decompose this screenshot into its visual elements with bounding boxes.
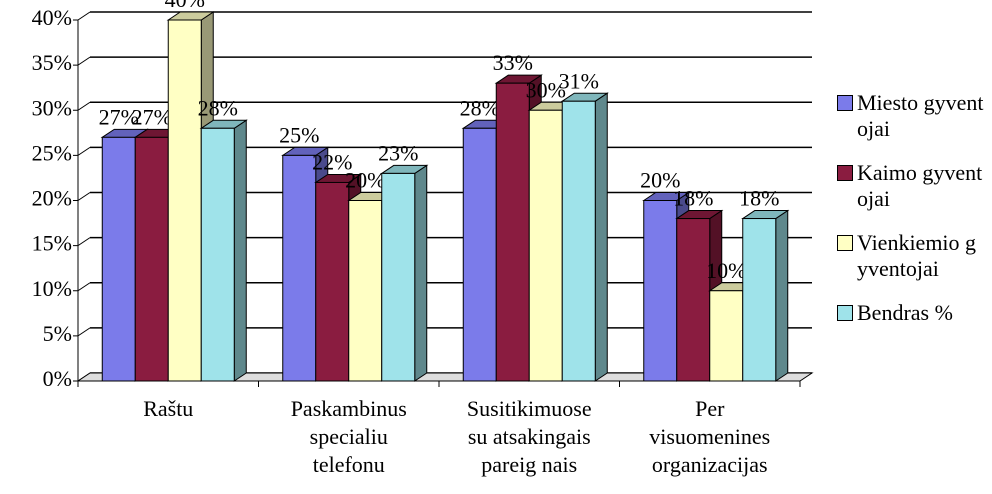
value-label: 27% xyxy=(99,104,139,129)
y-tick-label: 30% xyxy=(32,95,72,120)
x-tick-label: organizacijas xyxy=(652,452,768,477)
x-tick-label: Paskambinus xyxy=(291,396,407,421)
bar xyxy=(676,218,711,382)
bar xyxy=(742,218,777,382)
y-tick-label: 40% xyxy=(32,5,72,30)
grid-diagonal xyxy=(77,282,91,292)
value-label: 40% xyxy=(165,0,205,12)
value-label: 30% xyxy=(526,77,566,102)
value-label: 20% xyxy=(345,168,385,193)
x-tick-label: Raštu xyxy=(143,396,193,421)
y-tick-label: 10% xyxy=(32,276,72,301)
legend-swatch xyxy=(837,305,853,321)
value-label: 23% xyxy=(378,140,418,165)
bar xyxy=(200,127,235,382)
legend-label: Bendras % xyxy=(857,300,953,325)
value-label: 18% xyxy=(739,186,779,211)
bar-side xyxy=(775,209,789,382)
bar xyxy=(643,200,678,382)
legend-swatch xyxy=(837,95,853,111)
legend-swatch xyxy=(837,165,853,181)
bar xyxy=(528,109,563,382)
x-tick-label: specialiu xyxy=(310,424,388,449)
value-label: 27% xyxy=(132,104,172,129)
legend-label: Kaimo gyventojai xyxy=(857,160,983,211)
legend-label: Vienkiemio gyventojai xyxy=(857,230,977,281)
bar xyxy=(462,127,497,382)
value-label: 33% xyxy=(493,50,533,75)
value-label: 28% xyxy=(198,95,238,120)
x-tick-label: Per xyxy=(695,396,725,421)
grid-diagonal xyxy=(77,192,91,201)
y-tick-label: 25% xyxy=(32,140,72,165)
bar xyxy=(561,100,596,382)
x-tick-label: pareig nais xyxy=(481,452,577,477)
bar xyxy=(381,172,416,382)
value-label: 22% xyxy=(312,149,352,174)
bar xyxy=(167,19,202,382)
bar xyxy=(282,154,317,382)
value-label: 10% xyxy=(706,258,746,283)
x-tick-label: Susitikimuose xyxy=(467,396,592,421)
bar xyxy=(101,136,136,382)
bar xyxy=(315,181,350,382)
grid-diagonal xyxy=(77,237,91,247)
value-label: 20% xyxy=(640,168,680,193)
y-tick-label: 15% xyxy=(32,231,72,256)
bar-side xyxy=(233,119,247,382)
bar xyxy=(495,82,530,382)
y-tick-label: 0% xyxy=(43,366,72,391)
x-tick-label: telefonu xyxy=(313,452,385,477)
grid-diagonal xyxy=(77,56,91,66)
value-label: 28% xyxy=(460,95,500,120)
value-label: 18% xyxy=(673,186,713,211)
value-label: 31% xyxy=(559,68,599,93)
bar-side xyxy=(414,164,428,382)
grid-diagonal xyxy=(77,146,91,156)
legend-item: Vienkiemio gyventojai xyxy=(835,230,985,282)
legend: Miesto gyventojai Kaimo gyventojai Vienkie… xyxy=(835,90,985,344)
legend-item: Kaimo gyventojai xyxy=(835,160,985,212)
bar xyxy=(134,136,169,382)
y-tick-label: 5% xyxy=(43,321,72,346)
bar-side xyxy=(594,92,608,382)
grid-diagonal xyxy=(77,101,91,111)
legend-item: Miesto gyventojai xyxy=(835,90,985,142)
value-label: 25% xyxy=(279,122,319,147)
y-tick-label: 20% xyxy=(32,186,72,211)
x-tick-label: su atsakingais xyxy=(468,424,591,449)
bar xyxy=(709,290,744,382)
legend-item: Bendras % xyxy=(835,300,985,326)
grid-diagonal xyxy=(77,11,91,21)
legend-label: Miesto gyventojai xyxy=(857,90,984,141)
grid-diagonal xyxy=(77,327,91,337)
y-tick-label: 35% xyxy=(32,50,72,75)
legend-swatch xyxy=(837,235,853,251)
x-tick-label: visuomenines xyxy=(649,424,770,449)
bar xyxy=(348,200,383,382)
